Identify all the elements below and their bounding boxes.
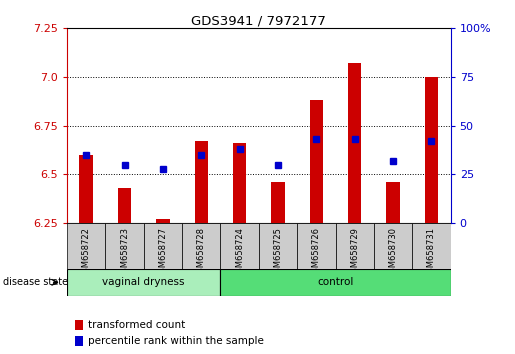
Text: vaginal dryness: vaginal dryness	[102, 277, 185, 287]
Bar	[386, 182, 400, 223]
Text: GSM658728: GSM658728	[197, 227, 205, 278]
Text: GSM658727: GSM658727	[159, 227, 167, 278]
Bar	[67, 269, 220, 296]
Bar	[75, 320, 83, 330]
Bar	[336, 223, 374, 269]
Text: control: control	[317, 277, 354, 287]
Bar	[310, 101, 323, 223]
Bar	[144, 223, 182, 269]
Bar	[195, 141, 208, 223]
Bar	[67, 223, 105, 269]
Bar	[412, 223, 451, 269]
Text: GSM658731: GSM658731	[427, 227, 436, 278]
Text: GSM658729: GSM658729	[350, 227, 359, 278]
Text: GSM658726: GSM658726	[312, 227, 321, 278]
Text: GSM658723: GSM658723	[120, 227, 129, 278]
Bar	[182, 223, 220, 269]
Bar	[348, 63, 362, 223]
Title: GDS3941 / 7972177: GDS3941 / 7972177	[192, 14, 326, 27]
Bar	[79, 155, 93, 223]
Text: disease state: disease state	[3, 277, 67, 287]
Bar	[156, 219, 169, 223]
Bar	[118, 188, 131, 223]
Bar	[233, 143, 246, 223]
Bar	[271, 182, 285, 223]
Bar	[259, 223, 297, 269]
Bar	[106, 223, 144, 269]
Bar	[297, 223, 336, 269]
Bar	[220, 223, 259, 269]
Bar	[374, 223, 413, 269]
Bar	[75, 336, 83, 346]
Text: GSM658730: GSM658730	[389, 227, 398, 278]
Bar	[220, 269, 451, 296]
Text: GSM658725: GSM658725	[273, 227, 282, 278]
Bar	[425, 77, 438, 223]
Text: transformed count: transformed count	[88, 320, 185, 330]
Text: percentile rank within the sample: percentile rank within the sample	[88, 336, 264, 346]
Text: GSM658722: GSM658722	[82, 227, 91, 278]
Text: GSM658724: GSM658724	[235, 227, 244, 278]
